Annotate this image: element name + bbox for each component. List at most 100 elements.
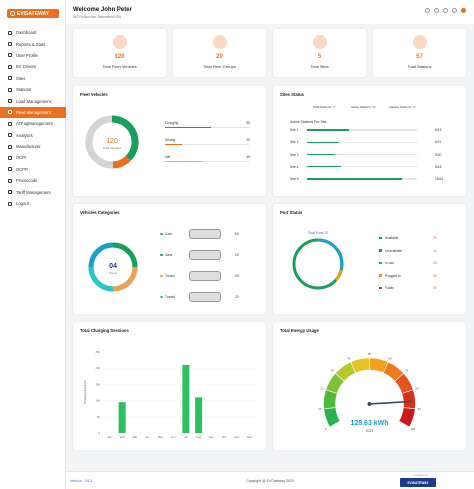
- load-icon: [8, 99, 12, 104]
- stat-card-sites[interactable]: 5 Total Sites: [273, 29, 366, 77]
- site-row-track: [307, 129, 417, 131]
- port-label: Available: [385, 236, 399, 240]
- legend-value: 57: [332, 105, 336, 109]
- stat-card-stations[interactable]: 57 Total Stations: [373, 29, 466, 77]
- sidebar-item-analytics[interactable]: Analytics: [0, 130, 66, 141]
- site-row-value: 5/16: [435, 164, 442, 169]
- tariff-icon: [8, 190, 12, 195]
- fleet-row-track: [165, 127, 249, 129]
- sites-legend-item: Total Stations 57: [313, 105, 336, 109]
- brand-logo[interactable]: EVISATEWAY: [7, 9, 59, 18]
- welcome-text: Welcome John Peter: [73, 7, 132, 13]
- port-label: In use: [385, 261, 394, 265]
- category-value: 20: [235, 274, 239, 278]
- stat-card-fleet-groups[interactable]: 20 Total Fleet Groups: [173, 29, 266, 77]
- x-tick-label: Oct: [222, 435, 227, 439]
- sidebar-item-atfagmanagement[interactable]: ATFagManagement: [0, 118, 66, 129]
- site-row-value: 6/21: [435, 140, 442, 145]
- sidebar-item-stations[interactable]: Stations: [0, 84, 66, 95]
- category-dot-icon: [160, 274, 163, 278]
- ocpp-icon: [8, 167, 12, 172]
- gauge-tick-label: 10: [318, 407, 322, 411]
- sidebar-item-label: Analytics: [16, 132, 33, 138]
- sidebar-item-load-management[interactable]: Load Management: [0, 95, 66, 106]
- sidebar-item-ev-drivers[interactable]: EV Drivers: [0, 61, 66, 72]
- sidebar-item-fleet-management[interactable]: Fleet Management: [0, 106, 66, 119]
- card-title: Vehicles Categories: [80, 210, 120, 215]
- charging-sessions-bar-chart: 25k 20k 15k 10k 5k 0 Charging Sessions Jan Feb Ma…: [83, 350, 256, 439]
- sidebar-item-user-profile[interactable]: User Profile: [0, 50, 66, 61]
- y-tick-label: 20k: [95, 366, 100, 370]
- bar-feb[interactable]: [118, 402, 126, 433]
- x-tick-label: Apr: [145, 435, 149, 439]
- stat-label: Total Fleet Vehicles: [102, 64, 137, 69]
- sidebar-item-ocpp[interactable]: OCPP: [0, 164, 66, 175]
- powered-by-label: POWERED BY: [413, 475, 428, 477]
- site-row-bar: [307, 178, 402, 180]
- x-tick-label: Mar: [132, 435, 137, 439]
- port-dot-icon: [379, 274, 382, 277]
- footer: Version : 3.6.1 Copyright @ EVGateway 20…: [66, 471, 474, 489]
- notification-icon[interactable]: [443, 8, 448, 13]
- version-link[interactable]: Version : 3.6.1: [70, 479, 93, 483]
- port-status-card: Port Status Total Ports 70 Available 25 Un…: [273, 204, 466, 314]
- x-tick-label: Feb: [120, 435, 125, 439]
- sites-icon: [8, 76, 12, 81]
- donut-total: 120: [106, 138, 118, 145]
- sidebar-item-promocode[interactable]: Promocode: [0, 175, 66, 186]
- gauge-segment: [398, 407, 416, 428]
- site-row-track: [307, 166, 417, 168]
- sidebar-item-tariff-management[interactable]: Tariff Management: [0, 186, 66, 197]
- help-icon[interactable]: [452, 8, 457, 13]
- card-title: Fleet Vehicles: [80, 92, 108, 97]
- sites-legend-item: Active Stations 50: [351, 105, 376, 109]
- promo-icon: [8, 178, 12, 183]
- fleet-row-value: 20: [246, 138, 250, 142]
- sidebar-item-ocpi[interactable]: OCPI: [0, 152, 66, 163]
- copyright-text: Copyright @ EVGateway 2023: [246, 479, 294, 483]
- category-dot-icon: [160, 232, 163, 236]
- bar-jul[interactable]: [182, 364, 190, 433]
- gauge-tick-label: 40: [348, 356, 352, 360]
- port-label: Plugged In: [385, 273, 401, 278]
- legend-value: 07: [412, 105, 416, 109]
- category-label: Transit: [165, 295, 175, 299]
- x-tick-label: Nov: [234, 435, 240, 439]
- category-label: Vans: [165, 253, 173, 257]
- fleet-row-bar: [165, 161, 203, 163]
- logout-icon: [8, 201, 12, 206]
- sidebar-item-dashboard[interactable]: Dashboard: [0, 27, 66, 38]
- bar-aug[interactable]: [195, 397, 203, 433]
- site-row-track: [307, 178, 417, 180]
- sidebar-item-logout[interactable]: Logout: [0, 198, 66, 209]
- user-icon: [8, 53, 12, 58]
- card-title: Total Energy Usage: [280, 328, 319, 333]
- card-title: Port Status: [280, 210, 303, 215]
- sidebar-item-label: OCPP: [16, 166, 28, 172]
- stat-label: Total Stations: [407, 64, 432, 69]
- settings-icon[interactable]: [434, 8, 439, 13]
- reports-icon: [8, 42, 12, 47]
- manufacturer-icon: [8, 144, 12, 149]
- gauge-tick-label: 80: [415, 387, 419, 391]
- language-icon[interactable]: [425, 8, 430, 13]
- stat-card-fleet-vehicles[interactable]: 120 Total Fleet Vehicles: [73, 29, 166, 77]
- site-row-label: Site 3: [290, 152, 299, 157]
- gauge-tick-label: 30: [331, 369, 335, 373]
- site-row-track: [307, 141, 417, 143]
- dashboard-icon: [8, 30, 12, 35]
- user-avatar-icon[interactable]: [461, 8, 466, 13]
- y-tick-label: 10k: [95, 399, 100, 403]
- categories-donut-chart: 04 Types: [88, 242, 138, 292]
- sidebar-item-sites[interactable]: Sites: [0, 73, 66, 84]
- sidebar-item-manufacturer[interactable]: Manufacturer: [0, 141, 66, 152]
- sidebar-item-reports-stats[interactable]: Reports & Stats: [0, 38, 66, 49]
- card-title: Total Charging Sessions: [80, 328, 129, 333]
- site-row-label: Site 5: [290, 177, 299, 182]
- port-label: Faulty: [385, 286, 394, 290]
- charging-sessions-card: Total Charging Sessions 25k 20k 15k 10k 5k 0 C…: [73, 322, 266, 450]
- legend-value: 50: [372, 105, 376, 109]
- fleet-row-bar: [165, 144, 182, 146]
- site-row-value: 5/13: [435, 128, 442, 132]
- sidebar-item-label: EV Drivers: [16, 64, 37, 70]
